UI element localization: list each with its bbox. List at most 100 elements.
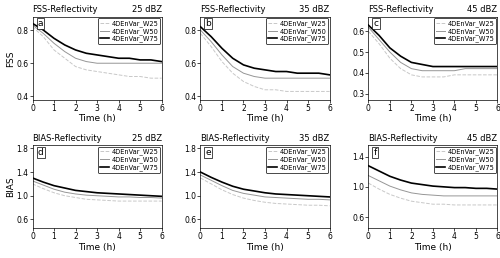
4DEnVar_W50 (219, 184, 225, 187)
Y-axis label: FSS: FSS (6, 50, 15, 67)
4DEnVar_W75 (387, 175, 393, 178)
4DEnVar_W75 (440, 65, 446, 68)
Line: 4DEnVar_W50: 4DEnVar_W50 (200, 175, 330, 200)
4DEnVar_W50 (376, 38, 382, 41)
4DEnVar_W75 (240, 63, 246, 67)
4DEnVar_W50 (148, 196, 154, 199)
4DEnVar_W50 (462, 67, 468, 70)
4DEnVar_W50 (366, 26, 372, 29)
4DEnVar_W25 (440, 75, 446, 78)
4DEnVar_W75 (376, 170, 382, 173)
Legend: 4DEnVar_W25, 4DEnVar_W50, 4DEnVar_W75: 4DEnVar_W25, 4DEnVar_W50, 4DEnVar_W75 (98, 18, 160, 44)
4DEnVar_W75 (262, 191, 268, 194)
4DEnVar_W25 (376, 188, 382, 191)
Text: BIAS-Reflectivity: BIAS-Reflectivity (368, 134, 438, 143)
4DEnVar_W50 (94, 62, 100, 65)
4DEnVar_W25 (387, 57, 393, 60)
4DEnVar_W50 (430, 194, 436, 197)
Line: 4DEnVar_W25: 4DEnVar_W25 (368, 183, 498, 205)
4DEnVar_W50 (305, 198, 311, 201)
4DEnVar_W25 (294, 90, 300, 93)
4DEnVar_W25 (148, 199, 154, 203)
4DEnVar_W50 (473, 194, 479, 197)
4DEnVar_W75 (316, 195, 322, 198)
4DEnVar_W25 (294, 203, 300, 206)
4DEnVar_W50 (387, 51, 393, 54)
4DEnVar_W50 (284, 77, 290, 80)
4DEnVar_W75 (219, 181, 225, 184)
Line: 4DEnVar_W25: 4DEnVar_W25 (200, 178, 330, 206)
4DEnVar_W75 (251, 189, 257, 192)
4DEnVar_W50 (40, 183, 46, 187)
4DEnVar_W75 (208, 35, 214, 38)
4DEnVar_W75 (158, 60, 164, 63)
4DEnVar_W25 (158, 77, 164, 80)
4DEnVar_W50 (230, 65, 235, 68)
4DEnVar_W50 (376, 179, 382, 182)
4DEnVar_W75 (230, 185, 235, 188)
4DEnVar_W25 (62, 194, 68, 197)
4DEnVar_W50 (440, 194, 446, 197)
4DEnVar_W75 (105, 192, 111, 195)
X-axis label: Time (h): Time (h) (414, 243, 452, 252)
4DEnVar_W25 (273, 88, 279, 91)
4DEnVar_W25 (126, 199, 132, 203)
4DEnVar_W50 (116, 62, 121, 65)
4DEnVar_W50 (419, 69, 425, 72)
4DEnVar_W25 (137, 75, 143, 78)
4DEnVar_W25 (72, 65, 78, 68)
Line: 4DEnVar_W50: 4DEnVar_W50 (32, 25, 162, 63)
4DEnVar_W25 (126, 75, 132, 78)
4DEnVar_W25 (408, 73, 414, 76)
Text: 35 dBZ: 35 dBZ (300, 5, 330, 14)
4DEnVar_W25 (473, 73, 479, 76)
4DEnVar_W50 (208, 40, 214, 43)
4DEnVar_W75 (94, 191, 100, 194)
4DEnVar_W25 (419, 75, 425, 78)
4DEnVar_W75 (494, 65, 500, 68)
4DEnVar_W25 (316, 90, 322, 93)
4DEnVar_W25 (473, 203, 479, 206)
4DEnVar_W75 (387, 46, 393, 50)
4DEnVar_W75 (137, 58, 143, 61)
4DEnVar_W25 (284, 90, 290, 93)
Text: 45 dBZ: 45 dBZ (468, 134, 498, 143)
4DEnVar_W50 (51, 188, 57, 191)
4DEnVar_W75 (462, 186, 468, 189)
4DEnVar_W25 (240, 197, 246, 200)
4DEnVar_W50 (137, 196, 143, 199)
4DEnVar_W25 (387, 193, 393, 196)
4DEnVar_W50 (484, 67, 490, 70)
4DEnVar_W50 (387, 184, 393, 188)
4DEnVar_W50 (326, 77, 332, 80)
4DEnVar_W75 (326, 195, 332, 198)
4DEnVar_W50 (105, 62, 111, 65)
4DEnVar_W75 (473, 65, 479, 68)
4DEnVar_W75 (484, 187, 490, 190)
Text: a: a (38, 19, 43, 28)
Y-axis label: BIAS: BIAS (6, 176, 15, 197)
4DEnVar_W25 (366, 30, 372, 33)
4DEnVar_W75 (273, 70, 279, 73)
4DEnVar_W50 (294, 197, 300, 200)
4DEnVar_W75 (116, 192, 121, 196)
4DEnVar_W75 (126, 193, 132, 196)
4DEnVar_W50 (198, 28, 203, 31)
4DEnVar_W25 (72, 196, 78, 199)
4DEnVar_W50 (462, 194, 468, 197)
X-axis label: Time (h): Time (h) (414, 114, 452, 123)
Text: BIAS-Reflectivity: BIAS-Reflectivity (200, 134, 270, 143)
4DEnVar_W50 (316, 77, 322, 80)
4DEnVar_W50 (419, 193, 425, 196)
Line: 4DEnVar_W75: 4DEnVar_W75 (32, 23, 162, 62)
4DEnVar_W75 (72, 189, 78, 192)
4DEnVar_W75 (158, 195, 164, 198)
4DEnVar_W25 (208, 45, 214, 48)
4DEnVar_W25 (484, 203, 490, 206)
Line: 4DEnVar_W25: 4DEnVar_W25 (32, 184, 162, 201)
4DEnVar_W25 (376, 42, 382, 45)
4DEnVar_W25 (230, 193, 235, 196)
4DEnVar_W25 (452, 203, 458, 206)
4DEnVar_W25 (419, 201, 425, 204)
Text: b: b (206, 19, 212, 28)
